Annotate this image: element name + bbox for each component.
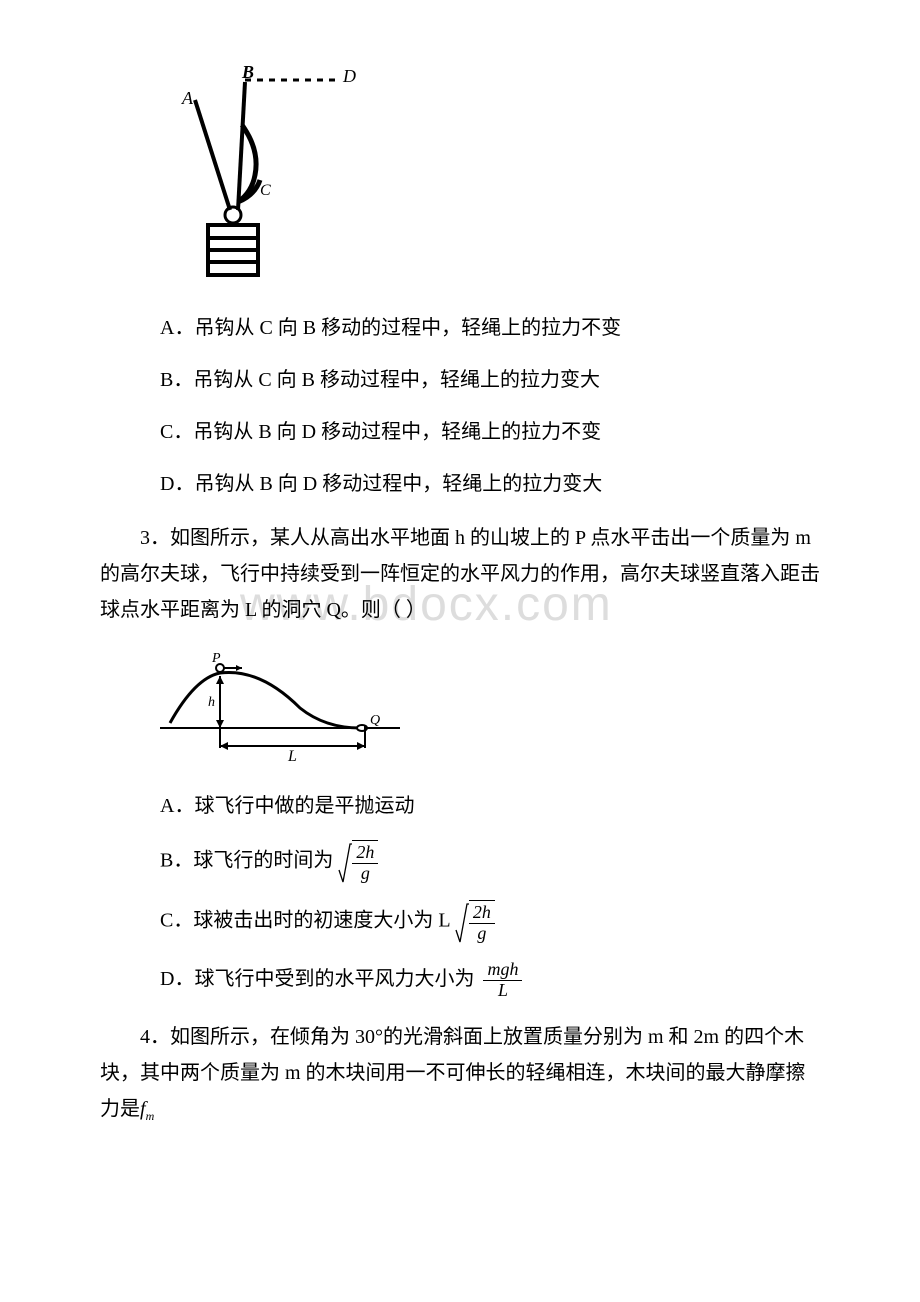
q3-c-num: 2h: [469, 903, 495, 924]
q3-number: 3．: [140, 527, 170, 549]
q4-number: 4．: [140, 1026, 170, 1048]
q3-option-c: C．球被击出时的初速度大小为 L 2h g: [160, 900, 820, 944]
q2-option-b: B．吊钩从 C 向 B 移动过程中，轻绳上的拉力变大: [160, 362, 820, 398]
frac-mgh-over-l: mgh L: [483, 960, 522, 1001]
q3-d-den: L: [483, 981, 522, 1001]
q2-option-a-text: 吊钩从 C 向 B 移动的过程中，轻绳上的拉力不变: [194, 317, 621, 339]
sqrt-2h-over-g-c: 2h g: [455, 900, 495, 944]
q2-figure: B D A C: [160, 60, 820, 290]
q3-text: 如图所示，某人从高出水平地面 h 的山坡上的 P 点水平击出一个质量为 m 的高…: [100, 527, 820, 621]
q2-option-b-text: 吊钩从 C 向 B 移动过程中，轻绳上的拉力变大: [193, 369, 600, 391]
q2-option-d: D．吊钩从 B 向 D 移动过程中，轻绳上的拉力变大: [160, 466, 820, 502]
q3-option-a-text: 球飞行中做的是平抛运动: [194, 795, 414, 817]
q3-option-a-label: A．: [160, 795, 194, 817]
q2-option-a-label: A．: [160, 317, 194, 339]
q2-option-c-text: 吊钩从 B 向 D 移动过程中，轻绳上的拉力不变: [193, 421, 601, 443]
q3-option-c-label: C．: [160, 910, 193, 932]
q3-d-num: mgh: [483, 960, 522, 981]
q3-option-b: B．球飞行的时间为 2h g: [160, 840, 820, 884]
svg-text:L: L: [287, 748, 297, 765]
q2-option-d-text: 吊钩从 B 向 D 移动过程中，轻绳上的拉力变大: [194, 473, 602, 495]
svg-text:D: D: [342, 66, 356, 86]
q3-option-d-text: 球飞行中受到的水平风力大小为: [194, 968, 474, 990]
svg-text:P: P: [211, 651, 221, 666]
q3-b-num: 2h: [352, 843, 378, 864]
q4-subscript: m: [146, 1109, 155, 1123]
q2-option-c: C．吊钩从 B 向 D 移动过程中，轻绳上的拉力不变: [160, 414, 820, 450]
q2-option-c-label: C．: [160, 421, 193, 443]
q2-option-d-label: D．: [160, 473, 194, 495]
q3-option-b-text: 球飞行的时间为: [193, 850, 333, 872]
q3-b-den: g: [352, 864, 378, 884]
q3-option-c-text: 球被击出时的初速度大小为 L: [193, 910, 449, 932]
sqrt-2h-over-g: 2h g: [338, 840, 378, 884]
q2-option-a: A．吊钩从 C 向 B 移动的过程中，轻绳上的拉力不变: [160, 310, 820, 346]
svg-text:A: A: [181, 88, 194, 108]
q2-option-b-label: B．: [160, 369, 193, 391]
svg-text:Q: Q: [370, 713, 380, 728]
q3-option-d-label: D．: [160, 968, 194, 990]
q4-stem: 4．如图所示，在倾角为 30°的光滑斜面上放置质量分别为 m 和 2m 的四个木…: [100, 1019, 820, 1128]
q3-option-b-label: B．: [160, 850, 193, 872]
svg-text:C: C: [260, 182, 271, 199]
q3-c-den: g: [469, 924, 495, 944]
svg-text:B: B: [241, 62, 254, 82]
q3-option-a: A．球飞行中做的是平抛运动: [160, 788, 820, 824]
q3-stem: 3．如图所示，某人从高出水平地面 h 的山坡上的 P 点水平击出一个质量为 m …: [100, 520, 820, 628]
q3-option-d: D．球飞行中受到的水平风力大小为 mgh L: [160, 960, 820, 1001]
svg-text:h: h: [208, 695, 215, 710]
q4-text: 如图所示，在倾角为 30°的光滑斜面上放置质量分别为 m 和 2m 的四个木块，…: [100, 1026, 806, 1120]
q3-figure: L h P Q: [160, 648, 820, 768]
